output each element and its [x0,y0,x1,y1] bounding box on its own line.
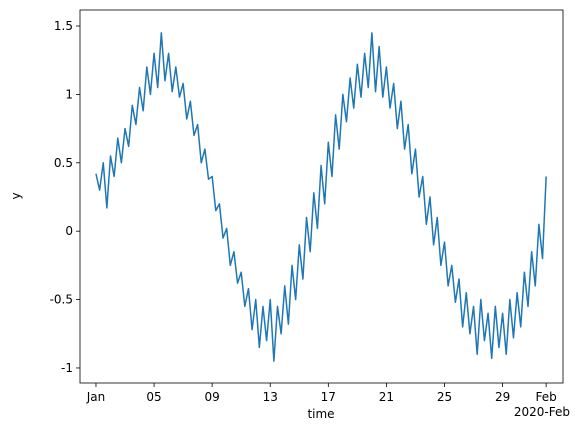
y-tick-label: 0.5 [54,156,73,170]
y-axis-label: y [9,192,23,199]
y-tick-label: -0.5 [50,293,73,307]
x-tick-label: 25 [437,390,452,404]
x-tick-label: 09 [205,390,220,404]
axes-frame [79,9,564,384]
x-offset-label: 2020-Feb [514,405,570,419]
x-tick-label: 21 [379,390,394,404]
y-tick-label: 0 [65,224,73,238]
y-tick-label: -1 [61,361,73,375]
x-tick-label: Jan [86,390,106,404]
x-tick-label: 29 [495,390,510,404]
x-tick-label: Feb [536,390,557,404]
x-tick-label: 13 [263,390,278,404]
y-tick-label: 1 [65,87,73,101]
data-line [95,32,547,362]
x-axis-label: time [307,407,334,421]
x-tick-label: 05 [146,390,161,404]
y-tick-label: 1.5 [54,19,73,33]
x-tick-label: 17 [321,390,336,404]
